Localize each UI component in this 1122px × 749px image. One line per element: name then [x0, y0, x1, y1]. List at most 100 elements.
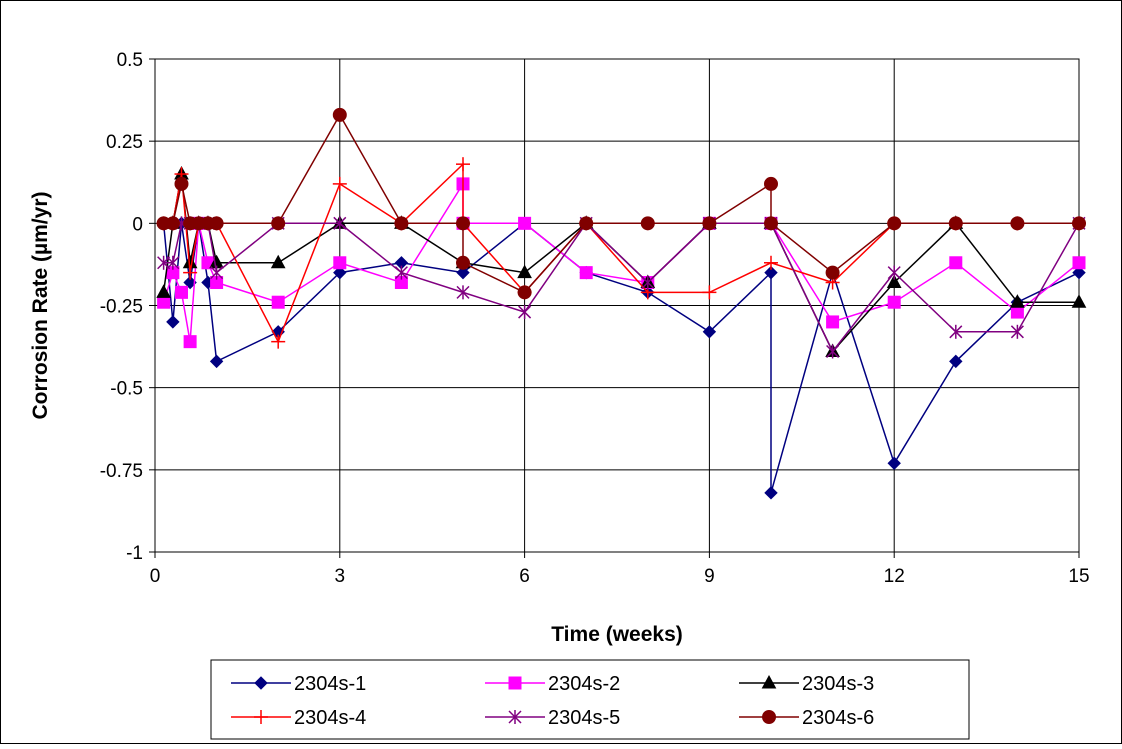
x-tick-label: 12 [884, 566, 905, 587]
data-point [271, 295, 285, 309]
x-tick-label: 6 [519, 566, 530, 587]
data-point [174, 285, 188, 299]
data-point [887, 265, 901, 280]
data-point [332, 176, 347, 191]
tick-labels: 0.5 0.25 0 -0.25 -0.5 -0.75 -1 0 3 6 9 12 15 [100, 50, 1090, 587]
legend-marker [508, 710, 522, 724]
data-point [157, 255, 171, 270]
legend-label: 2304s-1 [294, 673, 366, 695]
data-point [702, 285, 717, 300]
legend-label: 2304s-6 [802, 707, 874, 729]
data-point [333, 256, 347, 270]
legend: 2304s-1 2304s-2 2304s-3 2304s-4 2304s-5 2304s… [210, 659, 970, 740]
data-point [156, 284, 171, 298]
data-point [949, 354, 963, 369]
y-tick-label: 0.25 [106, 132, 143, 153]
data-point [886, 274, 902, 288]
series [156, 107, 1087, 500]
data-point [183, 335, 197, 349]
data-point [764, 265, 778, 280]
data-point [517, 264, 532, 279]
data-point [887, 456, 901, 470]
data-point [887, 216, 902, 231]
y-tick-label: -0.75 [100, 461, 143, 482]
data-point [702, 325, 717, 339]
data-point [641, 275, 655, 290]
data-point [887, 295, 901, 309]
data-point [1072, 265, 1086, 280]
x-tick-label: 9 [704, 566, 715, 587]
data-point [1010, 294, 1025, 308]
data-point [209, 216, 224, 231]
data-point [271, 334, 286, 349]
x-axis-title: Time (weeks) [551, 623, 683, 646]
data-point [166, 315, 180, 329]
y-tick-label: 0.5 [117, 50, 143, 71]
data-point [209, 354, 224, 369]
legend-item: 2304s-1 [231, 673, 366, 695]
data-point [394, 265, 408, 280]
data-point [456, 157, 470, 172]
data-point [456, 255, 470, 270]
legend-label: 2304s-3 [802, 673, 874, 695]
x-tick-label: 0 [150, 566, 161, 587]
data-point [518, 305, 532, 320]
data-point [270, 254, 286, 269]
series-line [162, 222, 1080, 494]
data-point [1010, 216, 1025, 231]
data-point [157, 295, 171, 309]
legend-item: 2304s-3 [739, 673, 874, 695]
data-point [764, 486, 778, 500]
legend-item: 2304s-4 [231, 707, 366, 729]
y-tick-label: -0.5 [110, 379, 143, 400]
data-point [518, 216, 532, 230]
legend-item: 2304s-5 [485, 707, 620, 729]
legend-item: 2304s-6 [739, 707, 874, 729]
data-point [332, 107, 347, 122]
x-tick-label: 3 [335, 566, 346, 587]
data-point [394, 216, 409, 231]
data-point [456, 216, 470, 231]
y-tick-label: 0 [132, 214, 143, 235]
y-tick-label: -1 [126, 543, 143, 564]
data-point [456, 265, 470, 280]
legend-marker [254, 676, 268, 690]
data-point [166, 255, 180, 270]
data-point [271, 216, 286, 231]
data-point [1072, 216, 1086, 231]
series-line [163, 162, 1079, 344]
data-point [333, 265, 347, 280]
legend-marker [762, 710, 776, 724]
data-point [949, 256, 963, 270]
data-point [764, 176, 778, 191]
data-point [174, 176, 189, 191]
data-point [948, 216, 963, 231]
legend-marker [508, 676, 522, 690]
data-point [210, 265, 224, 280]
data-point [517, 285, 532, 300]
legend-box [210, 659, 970, 740]
data-point [333, 216, 347, 231]
legend-label: 2304s-2 [548, 673, 620, 695]
data-point [764, 216, 778, 231]
data-point [826, 344, 840, 359]
data-point [764, 255, 778, 270]
data-point [1071, 294, 1087, 308]
y-axis-title: Corrosion Rate (µm/yr) [29, 192, 52, 420]
data-point [826, 315, 840, 329]
data-point [640, 216, 655, 231]
y-tick-label: -0.25 [100, 297, 143, 318]
x-tick-label: 15 [1068, 566, 1089, 587]
data-point [1010, 324, 1024, 339]
data-point [1010, 305, 1024, 319]
data-point [165, 216, 180, 231]
legend-label: 2304s-5 [548, 707, 620, 729]
series-2304s-6 [156, 107, 1086, 300]
data-point [183, 265, 198, 280]
data-point [456, 285, 470, 300]
legend-label: 2304s-4 [294, 707, 366, 729]
data-point [1072, 256, 1086, 270]
